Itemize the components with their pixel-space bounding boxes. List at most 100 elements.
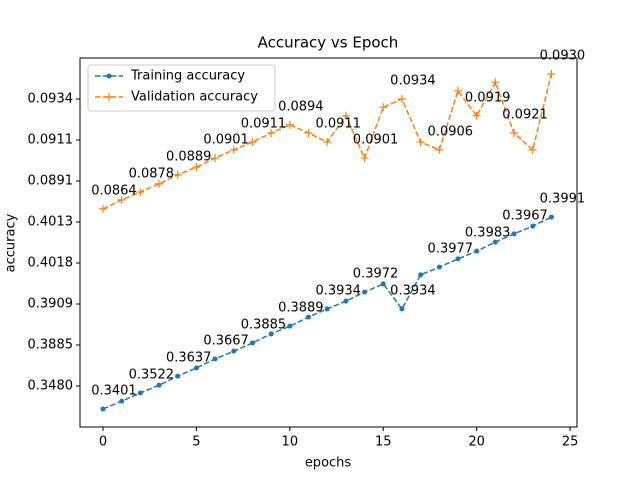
point-marker — [248, 138, 257, 147]
point-marker — [399, 306, 405, 312]
point-marker — [100, 406, 106, 412]
point-marker — [212, 356, 218, 362]
point-marker — [231, 348, 237, 354]
point-marker — [211, 154, 220, 163]
annotation: 0.0901 — [203, 133, 249, 148]
point-marker — [98, 204, 107, 213]
x-tick-label: 5 — [192, 435, 200, 450]
annotation: 0.3983 — [465, 226, 511, 241]
point-marker — [511, 231, 517, 237]
y-tick-label: 0.3909 — [28, 297, 74, 312]
chart-title: Accuracy vs Epoch — [258, 34, 399, 52]
point-marker — [416, 138, 425, 147]
y-tick-label: 0.0911 — [28, 133, 74, 148]
point-marker — [455, 256, 461, 262]
point-marker — [360, 154, 369, 163]
point-marker — [435, 145, 444, 154]
y-tick-label: 0.4013 — [28, 215, 74, 230]
annotation: 0.3885 — [241, 317, 287, 332]
annotation: 0.0911 — [315, 117, 361, 132]
annotation: 0.3991 — [540, 192, 586, 207]
legend-box — [87, 64, 276, 112]
y-tick-label: 0.3480 — [28, 379, 74, 394]
annotation: 0.0934 — [390, 74, 436, 89]
point-marker — [119, 398, 125, 404]
x-tick-label: 15 — [375, 435, 392, 450]
point-marker — [491, 78, 500, 87]
annotation: 0.3401 — [91, 383, 137, 398]
annotation: 0.3667 — [203, 333, 249, 348]
x-tick-label: 0 — [99, 435, 107, 450]
point-marker — [341, 111, 350, 120]
point-marker — [306, 314, 312, 320]
point-marker — [528, 145, 537, 154]
annotation: 0.0919 — [465, 90, 511, 105]
point-marker — [343, 298, 349, 304]
point-marker — [285, 120, 294, 129]
annotation: 0.3977 — [428, 242, 474, 257]
annotation: 0.0911 — [241, 117, 287, 132]
point-marker — [287, 323, 293, 329]
point-marker — [105, 93, 113, 101]
annotation: 0.0901 — [353, 133, 399, 148]
y-tick-label: 0.0934 — [28, 92, 74, 107]
point-marker — [155, 179, 164, 188]
y-axis-label: accuracy — [4, 213, 19, 272]
point-marker — [173, 170, 182, 179]
point-marker — [453, 86, 462, 95]
point-marker — [136, 188, 145, 197]
point-marker — [106, 73, 112, 79]
point-marker — [380, 281, 386, 287]
annotation: 0.3889 — [278, 301, 324, 316]
y-tick-label: 0.3885 — [28, 338, 74, 353]
x-tick-label: 25 — [562, 435, 579, 450]
point-marker — [175, 373, 181, 379]
point-marker — [547, 69, 556, 78]
annotation: 0.0894 — [278, 99, 324, 114]
point-marker — [117, 195, 126, 204]
point-marker — [397, 95, 406, 103]
legend: Training accuracy Validation accuracy — [87, 64, 276, 112]
annotation: 0.3934 — [390, 283, 436, 298]
point-marker — [193, 365, 199, 371]
point-marker — [492, 239, 498, 245]
x-tick-label: 20 — [468, 435, 485, 450]
annotation: 0.0906 — [428, 124, 474, 139]
point-marker — [379, 103, 388, 112]
x-axis-label: epochs — [305, 456, 352, 471]
legend-label: Training accuracy — [130, 69, 245, 84]
point-marker — [472, 111, 481, 120]
point-marker — [156, 382, 162, 388]
point-marker — [418, 272, 424, 278]
annotation: 0.3934 — [315, 283, 361, 298]
point-marker — [362, 289, 368, 295]
y-tick-label: 0.4018 — [28, 256, 74, 271]
point-marker — [530, 223, 536, 229]
x-tick-label: 10 — [282, 435, 299, 450]
annotation: 0.3637 — [166, 351, 212, 366]
plot-frame — [79, 57, 578, 428]
point-marker — [249, 340, 255, 346]
y-tick-label: 0.0891 — [28, 174, 74, 189]
point-marker — [510, 129, 519, 138]
point-marker — [436, 264, 442, 270]
point-marker — [229, 145, 238, 154]
point-marker — [323, 138, 332, 147]
annotation: 0.0878 — [129, 167, 175, 182]
point-marker — [304, 129, 313, 138]
point-marker — [474, 248, 480, 254]
point-marker — [268, 331, 274, 337]
point-marker — [192, 163, 201, 172]
annotation: 0.3967 — [502, 208, 548, 223]
annotation: 0.3972 — [353, 267, 399, 282]
point-marker — [548, 214, 554, 220]
annotation: 0.0930 — [540, 48, 586, 63]
legend-label: Validation accuracy — [131, 90, 258, 105]
point-marker — [137, 390, 143, 396]
annotation: 0.0889 — [166, 149, 212, 164]
point-marker — [267, 129, 276, 138]
point-marker — [324, 306, 330, 312]
annotation: 0.0921 — [502, 108, 548, 123]
annotation: 0.3522 — [129, 367, 175, 382]
